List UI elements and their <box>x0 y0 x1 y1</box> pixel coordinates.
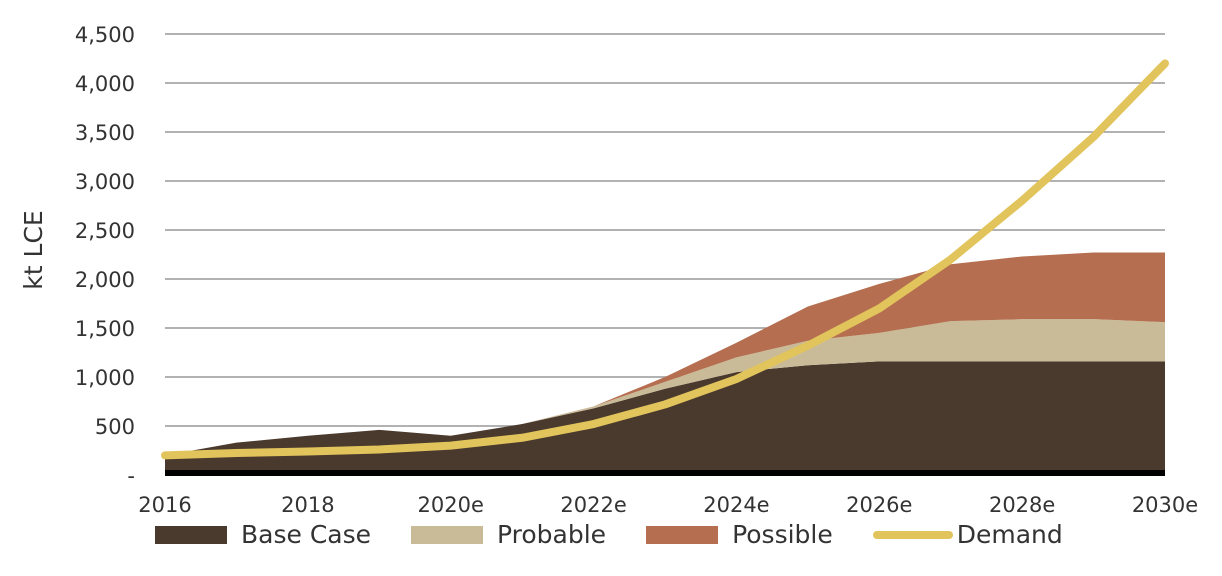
legend-label: Possible <box>732 520 833 549</box>
legend-item-demand: Demand <box>872 520 1063 549</box>
y-tick-label: 4,500 <box>75 23 135 47</box>
y-tick-label: 2,500 <box>75 219 135 243</box>
legend-item-probable: Probable <box>411 520 606 549</box>
legend-label: Demand <box>956 520 1063 549</box>
legend-item-possible: Possible <box>646 520 833 549</box>
x-axis-baseline <box>165 470 1165 476</box>
legend-label: Probable <box>497 520 607 549</box>
y-tick-label: 4,000 <box>75 72 135 96</box>
x-tick-label: 2016 <box>138 493 191 517</box>
x-tick-label: 2020e <box>418 493 484 517</box>
area-possible <box>165 252 1165 456</box>
y-tick-label: 2,000 <box>75 268 135 292</box>
line-demand <box>161 59 1169 460</box>
legend-item-base-case: Base Case <box>155 520 371 549</box>
y-tick-label: 3,500 <box>75 121 135 145</box>
y-tick-label: 1,000 <box>75 366 135 390</box>
legend-label: Base Case <box>241 520 372 549</box>
y-tick-label: 500 <box>95 415 135 439</box>
legend: Base Case Probable Possible Demand <box>155 520 1103 549</box>
x-tick-label: 2018 <box>281 493 334 517</box>
x-tick-label: 2024e <box>703 493 769 517</box>
y-axis-label: kt LCE <box>19 210 48 289</box>
y-tick-label: 3,000 <box>75 170 135 194</box>
y-tick-label: 1,500 <box>75 317 135 341</box>
x-tick-label: 2028e <box>989 493 1055 517</box>
x-tick-label: 2022e <box>560 493 626 517</box>
area-probable <box>165 319 1165 456</box>
x-tick-label: 2026e <box>846 493 912 517</box>
x-tick-label: 2030e <box>1132 493 1198 517</box>
y-tick-label: - <box>127 464 135 488</box>
